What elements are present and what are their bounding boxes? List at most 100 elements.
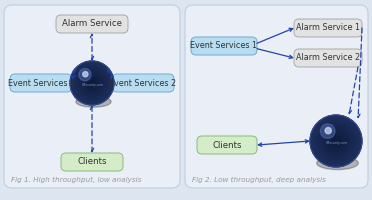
Circle shape (324, 129, 348, 153)
Circle shape (71, 62, 113, 104)
Circle shape (77, 68, 107, 98)
Text: Alarm Service: Alarm Service (62, 20, 122, 28)
FancyBboxPatch shape (294, 49, 362, 67)
Circle shape (319, 124, 353, 158)
Circle shape (326, 131, 346, 151)
Circle shape (83, 74, 101, 92)
Circle shape (74, 65, 110, 101)
Circle shape (330, 135, 342, 147)
FancyBboxPatch shape (185, 5, 368, 188)
Circle shape (81, 72, 103, 94)
FancyBboxPatch shape (10, 74, 72, 92)
Circle shape (317, 121, 356, 160)
Circle shape (84, 75, 100, 91)
Circle shape (80, 71, 103, 95)
Circle shape (81, 73, 102, 93)
Circle shape (312, 118, 359, 164)
Circle shape (82, 73, 102, 93)
Circle shape (70, 61, 114, 105)
Circle shape (86, 77, 98, 89)
Circle shape (74, 65, 110, 101)
Circle shape (85, 76, 99, 90)
Circle shape (79, 68, 91, 81)
FancyBboxPatch shape (61, 153, 123, 171)
Circle shape (92, 82, 93, 84)
FancyBboxPatch shape (294, 19, 362, 37)
Circle shape (83, 72, 88, 77)
Ellipse shape (76, 96, 111, 107)
Circle shape (80, 71, 104, 95)
Circle shape (83, 74, 101, 92)
Circle shape (89, 80, 95, 86)
Circle shape (333, 138, 339, 144)
Circle shape (312, 117, 360, 165)
Circle shape (331, 136, 341, 146)
Text: Alarm Service 2: Alarm Service 2 (296, 53, 360, 62)
Circle shape (314, 119, 358, 163)
Circle shape (320, 125, 352, 157)
Circle shape (322, 127, 350, 155)
Circle shape (327, 132, 345, 150)
Circle shape (76, 67, 108, 99)
Circle shape (331, 136, 340, 146)
Circle shape (315, 120, 357, 162)
Circle shape (334, 139, 338, 143)
Circle shape (71, 62, 113, 104)
Circle shape (73, 64, 111, 102)
Text: Event Services 1: Event Services 1 (190, 42, 257, 50)
Circle shape (316, 121, 356, 161)
Text: Event Services 1: Event Services 1 (7, 78, 74, 88)
Circle shape (311, 116, 361, 166)
Circle shape (73, 64, 111, 102)
Circle shape (79, 70, 105, 96)
Circle shape (335, 140, 337, 142)
Circle shape (90, 81, 94, 85)
Circle shape (320, 125, 352, 157)
FancyBboxPatch shape (197, 136, 257, 154)
Text: Event Services 2: Event Services 2 (109, 78, 177, 88)
Circle shape (317, 122, 355, 160)
FancyBboxPatch shape (4, 5, 180, 188)
Circle shape (87, 77, 97, 88)
Circle shape (335, 140, 337, 142)
Circle shape (318, 123, 354, 159)
Circle shape (325, 127, 331, 134)
Circle shape (329, 134, 343, 148)
Ellipse shape (317, 157, 358, 170)
Circle shape (323, 127, 350, 155)
Circle shape (330, 134, 343, 148)
Circle shape (75, 66, 109, 100)
Circle shape (318, 123, 353, 159)
Circle shape (310, 115, 362, 167)
Circle shape (311, 116, 361, 166)
Circle shape (72, 63, 112, 103)
Text: Clients: Clients (77, 158, 107, 166)
Circle shape (78, 69, 106, 97)
Circle shape (77, 68, 108, 98)
Circle shape (325, 130, 347, 152)
Text: Fig 1. High throughput, low analysis: Fig 1. High throughput, low analysis (11, 177, 141, 183)
Circle shape (72, 63, 112, 103)
Circle shape (89, 80, 95, 86)
Circle shape (323, 128, 349, 154)
FancyBboxPatch shape (112, 74, 174, 92)
Circle shape (86, 76, 99, 90)
FancyBboxPatch shape (191, 37, 257, 55)
Circle shape (333, 138, 339, 144)
Text: Clients: Clients (212, 140, 242, 150)
Circle shape (78, 69, 106, 97)
Circle shape (79, 70, 105, 96)
Circle shape (87, 79, 96, 87)
Circle shape (90, 81, 94, 85)
Circle shape (321, 126, 351, 156)
Text: Fig 2. Low throughput, deep analysis: Fig 2. Low throughput, deep analysis (192, 177, 326, 183)
Text: IPSecurity.com: IPSecurity.com (326, 141, 348, 145)
Circle shape (328, 133, 344, 149)
Circle shape (76, 66, 109, 99)
Circle shape (88, 79, 96, 87)
Circle shape (324, 129, 348, 153)
Circle shape (313, 118, 359, 164)
Circle shape (87, 78, 97, 88)
Text: Alarm Service 1: Alarm Service 1 (296, 23, 360, 32)
Circle shape (84, 75, 100, 91)
